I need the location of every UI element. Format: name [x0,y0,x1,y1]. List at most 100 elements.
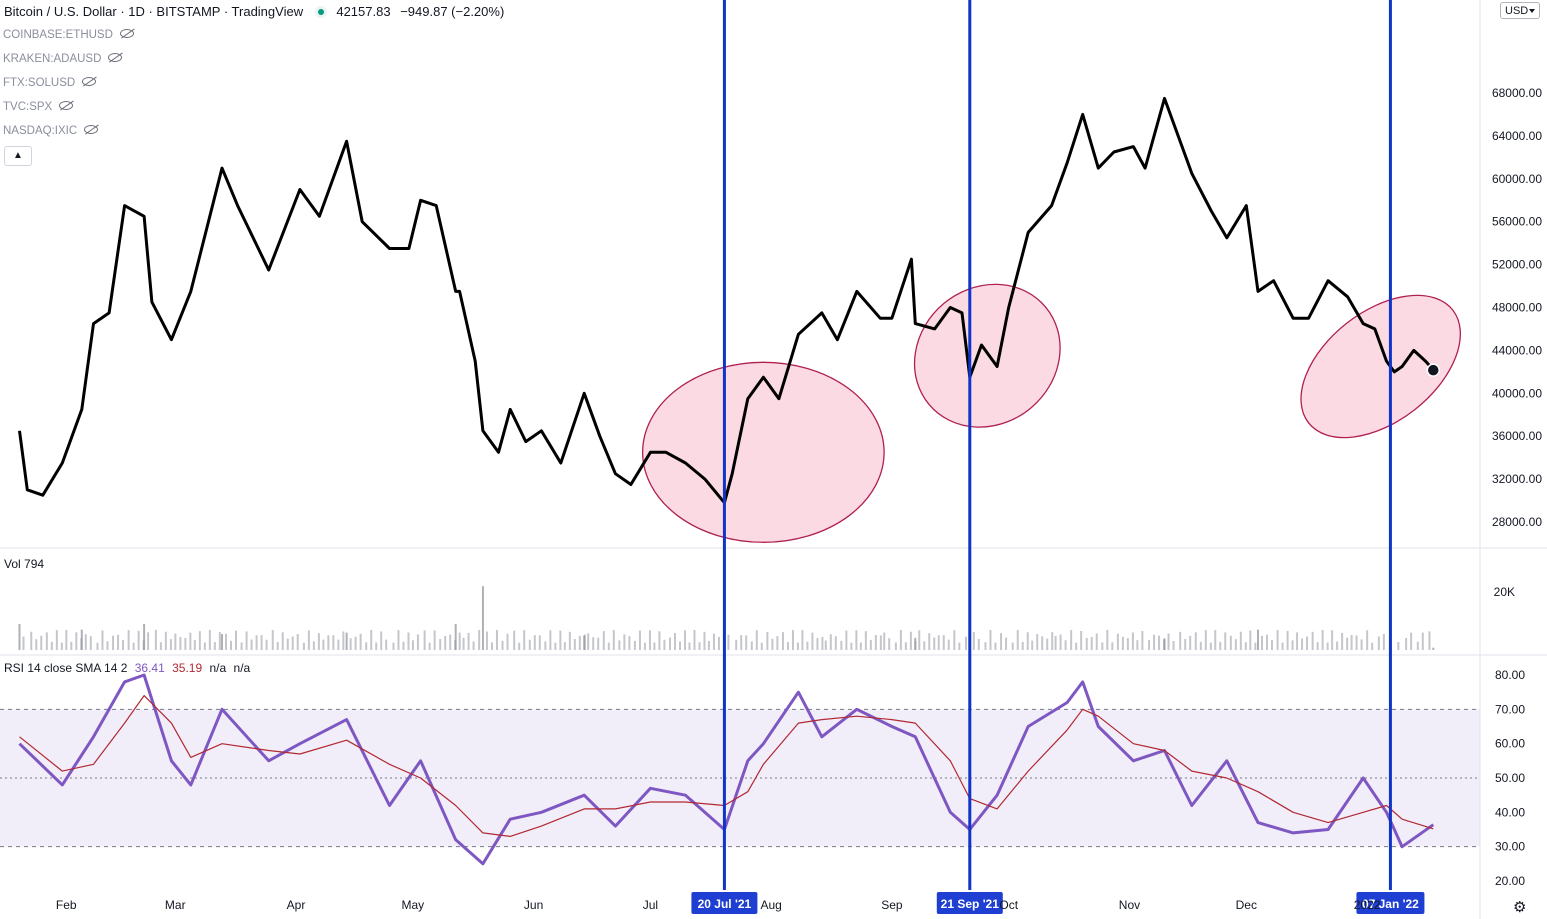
price-axis-tick-label: 52000.00 [1492,258,1542,272]
volume-bar [359,633,362,650]
volume-bar [75,632,78,650]
chevron-up-icon: ▲ [13,150,23,161]
last-price: 42157.83 [336,4,391,19]
volume-value: 794 [24,557,45,571]
volume-bar [433,630,436,650]
volume-bar [478,630,481,650]
market-status-icon [314,6,327,18]
rsi-axis-tick-label: 50.00 [1495,771,1525,785]
marker-date-badge [691,892,758,914]
compare-symbol-row[interactable]: TVC:SPX [3,100,135,124]
volume-bar [271,630,274,650]
volume-bar [1366,630,1369,650]
volume-bar [937,635,940,650]
volume-bar [1421,632,1424,650]
volume-bar [874,634,877,650]
volume-bar [260,635,263,650]
volume-bar [801,630,804,650]
hidden-eye-icon[interactable] [83,124,99,135]
compare-symbol-label: FTX:SOLUSD [3,77,76,89]
volume-bar [1296,632,1299,650]
volume-bar [370,629,373,650]
currency-selector[interactable]: USD [1500,2,1540,19]
volume-bar [855,630,858,650]
volume-bar [658,631,661,650]
volume-bar [65,630,68,650]
compare-symbol-row[interactable]: COINBASE:ETHUSD [3,28,135,52]
volume-bar [1254,642,1257,650]
volume-bar [291,636,294,650]
volume-bar [458,632,461,650]
volume-bar [633,640,636,650]
volume-bar [578,635,581,650]
volume-bar [70,641,73,650]
volume-bar [407,632,410,650]
volume-bar [345,632,348,650]
volume-bar [411,640,414,650]
volume-bar [918,630,921,650]
volume-bar [1301,638,1304,650]
highlight-ellipse [913,283,1061,428]
volume-bar [1350,635,1353,650]
hidden-eye-icon[interactable] [58,100,74,111]
volume-bar [947,639,950,650]
marker-date-label: 07 Jan '22 [1362,897,1419,911]
volume-bar [203,642,206,650]
volume-bar [490,642,493,650]
volume-bar [1031,640,1034,650]
volume-bar [1021,641,1024,650]
volume-bar [518,642,521,650]
hidden-eye-icon[interactable] [119,28,135,39]
x-axis-tick-label: Oct [999,898,1018,912]
volume-bar [485,631,488,650]
volume-bar [776,636,779,650]
gear-icon[interactable]: ⚙ [1513,899,1527,916]
volume-bar [909,631,912,650]
volume-bar [1266,634,1268,650]
volume-bar [755,630,758,650]
volume-bar [481,586,484,650]
volume-bar [707,640,710,650]
collapse-legend-button[interactable]: ▲ [4,146,32,166]
volume-bar [994,642,997,650]
x-axis-tick-label: Nov [1119,898,1140,912]
volume-bar [1346,637,1349,650]
volume-bar [449,634,452,650]
highlight-ellipse [1300,294,1462,439]
hidden-eye-icon[interactable] [81,76,97,87]
volume-bar [563,642,566,650]
volume-bar [1219,641,1222,650]
compare-symbol-row[interactable]: FTX:SOLUSD [3,76,135,100]
volume-bar [1204,630,1207,650]
volume-bar [781,632,784,650]
volume-bar [1331,630,1334,650]
volume-bar [638,630,641,650]
volume-bar [402,641,405,650]
marker-date-label: 21 Sep '21 [941,897,1000,911]
price-axis-tick-label: 64000.00 [1492,129,1542,143]
compare-symbol-row[interactable]: KRAKEN:ADAUSD [3,52,135,76]
compare-symbol-row[interactable]: NASDAQ:IXIC [3,124,135,148]
symbol-title[interactable]: Bitcoin / U.S. Dollar · 1D · BITSTAMP · … [4,4,304,19]
price-axis-tick-label: 32000.00 [1492,472,1542,486]
volume-bar [221,634,223,650]
volume-bar [554,642,557,650]
volume-bar [117,634,120,650]
rsi-na-1: n/a [209,661,227,675]
volume-bar [1101,642,1104,650]
compare-symbol-label: COINBASE:ETHUSD [3,29,113,41]
price-axis-tick-label: 48000.00 [1492,301,1542,315]
hidden-eye-icon[interactable] [107,52,123,63]
volume-bar [845,630,848,650]
volume-bar [265,639,268,650]
volume-bar [587,633,590,650]
volume-bar [735,639,738,650]
volume-bar [1194,632,1197,650]
volume-bar [693,629,696,650]
volume-bar [1286,630,1289,650]
volume-bar [1026,632,1029,650]
volume-bar [904,642,907,650]
volume-bar [679,641,681,650]
volume-bar [786,642,789,650]
